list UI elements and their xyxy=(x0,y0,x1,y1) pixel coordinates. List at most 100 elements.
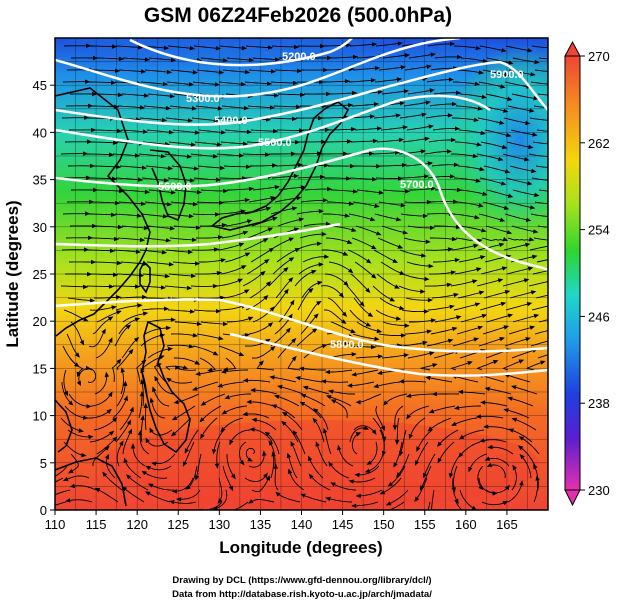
streamline xyxy=(415,477,428,500)
colorbar-tick-label: 270 xyxy=(588,49,610,64)
streamline-arrowhead xyxy=(343,281,349,287)
streamline-arrowhead xyxy=(182,461,188,467)
streamline-arrowhead xyxy=(449,41,456,47)
streamline-arrowhead xyxy=(533,313,540,319)
streamline xyxy=(415,441,429,464)
streamline xyxy=(350,273,369,292)
streamline-arrowhead xyxy=(374,336,380,342)
streamline xyxy=(324,177,349,179)
streamline xyxy=(249,282,270,299)
streamline xyxy=(409,393,434,397)
streamline xyxy=(525,361,543,371)
streamline-arrowhead xyxy=(220,369,227,374)
streamline xyxy=(511,349,535,359)
streamline xyxy=(95,339,112,359)
colorbar-tick-label: 262 xyxy=(588,136,610,151)
streamline xyxy=(330,56,356,59)
streamline-arrowhead xyxy=(376,328,383,334)
streamline-arrowhead xyxy=(167,166,174,171)
streamline-arrowhead xyxy=(341,319,347,324)
streamline-arrowhead xyxy=(243,105,250,111)
y-tick-label: 0 xyxy=(40,503,47,518)
streamline xyxy=(479,45,504,52)
streamline xyxy=(382,189,408,192)
streamline-arrowhead xyxy=(376,164,382,169)
streamline xyxy=(96,311,119,323)
x-tick-label: 165 xyxy=(496,517,518,532)
streamline-arrowhead xyxy=(107,316,114,321)
streamline xyxy=(238,441,247,464)
streamline xyxy=(277,339,295,359)
streamline xyxy=(271,175,296,179)
streamline-arrowhead xyxy=(316,300,322,306)
streamline xyxy=(169,105,194,110)
streamline-arrowhead xyxy=(431,391,437,397)
streamline-arrowhead xyxy=(560,93,565,98)
streamline-arrowhead xyxy=(216,309,222,314)
streamline xyxy=(530,213,548,217)
streamline-arrowhead xyxy=(238,153,245,158)
streamline xyxy=(512,189,537,196)
streamline xyxy=(122,57,147,61)
streamline-arrowhead xyxy=(350,328,356,334)
streamline xyxy=(512,57,537,63)
streamline-arrowhead xyxy=(406,393,412,398)
streamline-arrowhead xyxy=(88,103,94,109)
streamline xyxy=(90,393,112,407)
streamline-arrowhead xyxy=(108,391,113,397)
streamline-arrowhead xyxy=(401,163,408,168)
streamline-arrowhead xyxy=(392,258,398,263)
streamline xyxy=(118,201,143,205)
streamline-arrowhead xyxy=(127,428,132,435)
streamline xyxy=(375,309,399,320)
streamline xyxy=(320,285,343,296)
streamline xyxy=(401,309,426,313)
streamline xyxy=(302,402,322,419)
streamline-arrowhead xyxy=(166,69,173,75)
streamline-arrowhead xyxy=(262,450,267,456)
streamline-arrowhead xyxy=(482,191,488,196)
streamline-arrowhead xyxy=(501,266,508,271)
streamline xyxy=(166,344,191,348)
streamline-arrowhead xyxy=(551,155,556,160)
streamline xyxy=(113,249,138,253)
streamline-arrowhead xyxy=(89,199,95,205)
streamline xyxy=(92,201,118,204)
streamline-arrowhead xyxy=(479,166,485,172)
streamline xyxy=(502,279,527,287)
streamline-arrowhead xyxy=(403,89,409,94)
streamline xyxy=(171,165,196,170)
streamline xyxy=(249,401,274,407)
streamline-arrowhead xyxy=(249,427,255,432)
streamline-arrowhead xyxy=(244,69,251,75)
streamline xyxy=(431,405,456,413)
streamline xyxy=(479,177,504,185)
streamline-arrowhead xyxy=(187,249,194,255)
streamline-arrowhead xyxy=(268,440,274,446)
streamline xyxy=(250,249,272,263)
streamline xyxy=(528,281,548,287)
streamline-arrowhead xyxy=(330,482,336,487)
streamline-arrowhead xyxy=(327,55,333,61)
streamline-arrowhead xyxy=(142,311,149,316)
streamline-arrowhead xyxy=(265,206,272,211)
streamline xyxy=(187,465,198,489)
y-tick-label: 10 xyxy=(33,409,47,424)
streamline-arrowhead xyxy=(300,92,306,97)
streamline xyxy=(509,165,534,172)
streamline-arrowhead xyxy=(160,285,167,290)
streamline xyxy=(502,153,527,161)
streamline xyxy=(352,67,377,71)
streamline xyxy=(459,225,484,232)
streamline xyxy=(510,397,534,407)
streamline-arrowhead xyxy=(481,228,487,233)
streamline-arrowhead xyxy=(533,96,539,101)
streamline-arrowhead xyxy=(199,417,205,423)
streamline xyxy=(143,472,168,479)
streamline xyxy=(351,237,375,249)
streamline xyxy=(274,466,279,491)
streamline-arrowhead xyxy=(272,163,278,168)
streamline xyxy=(346,285,363,305)
streamline-arrowhead xyxy=(215,177,222,182)
streamline xyxy=(354,501,379,507)
